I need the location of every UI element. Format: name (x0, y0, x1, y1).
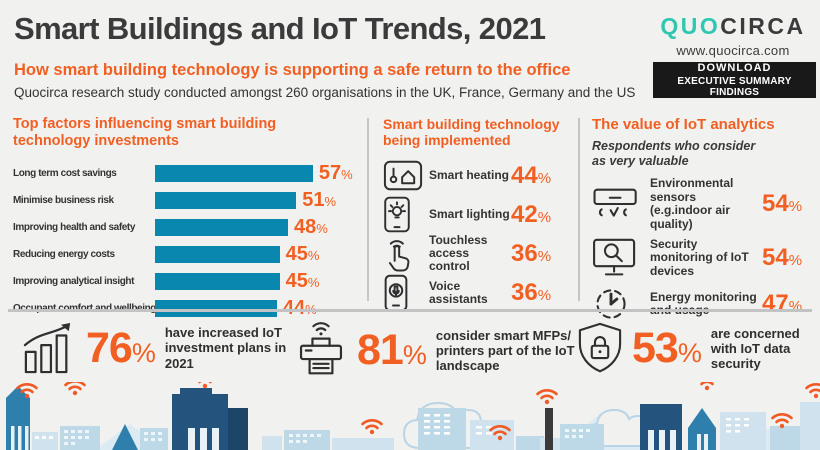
bar (155, 165, 313, 183)
logo-wordmark: QUOCIRCA (660, 13, 806, 39)
bar-value: 48% (293, 216, 328, 239)
list-item: Energy monitoring and usage 47% (592, 285, 818, 323)
study-description: Quocirca research study conducted amongs… (14, 85, 636, 100)
energy-monitoring-icon (592, 285, 650, 323)
list-item: Smart heating 44% (383, 156, 569, 195)
page-subtitle: How smart building technology is support… (14, 61, 571, 79)
stat-value: 81% (357, 326, 427, 374)
item-label: Environmental sensors (e.g.indoor air qu… (650, 176, 734, 231)
item-label: Voice assistants (429, 278, 488, 306)
item-value: 44% (511, 161, 552, 189)
analytics-section: The value of IoT analytics Respondents w… (592, 116, 818, 330)
stat-security: 53% are concerned with IoT data security (576, 322, 820, 375)
stat-value: 76% (86, 323, 156, 372)
download-button-label: DOWNLOAD (697, 62, 772, 74)
bar (155, 192, 297, 210)
bar (155, 300, 277, 318)
buildings (6, 386, 820, 450)
page-title: Smart Buildings and IoT Trends, 2021 (14, 11, 546, 46)
factors-section: Top factors influencing smart building t… (13, 116, 365, 322)
stat-text: are concerned with IoT data security (710, 325, 800, 372)
bar-label: Long term cost savings (13, 168, 117, 180)
bar-row: Minimise business risk 51% (13, 187, 365, 214)
stat-text: consider smart MFPs/ printers part of th… (435, 327, 575, 374)
list-item: Voice assistants 36% (383, 273, 569, 312)
bar-value: 45% (285, 243, 320, 266)
item-label: Smart lighting (429, 207, 510, 222)
bar-label: Improving analytical insight (13, 276, 135, 288)
analytics-subheading: Respondents who consider as very valuabl… (592, 139, 756, 169)
stat-printers: 81% consider smart MFPs/ printers part o… (293, 322, 576, 379)
list-item: Environmental sensors (e.g.indoor air qu… (592, 177, 818, 231)
item-label: Smart heating (429, 168, 510, 183)
touchless-access-icon (383, 235, 429, 273)
voice-assistant-icon (383, 274, 429, 312)
cityscape (6, 382, 820, 450)
item-value: 54% (762, 190, 803, 218)
item-label: Touchless access control (429, 232, 488, 274)
bar-row: Improving analytical insight 45% (13, 268, 365, 295)
item-value: 36% (511, 239, 552, 267)
bar (155, 273, 280, 291)
section-divider (8, 309, 812, 312)
website-link[interactable]: www.quocirca.com (676, 43, 790, 58)
item-value: 36% (511, 278, 552, 306)
item-value: 42% (511, 200, 552, 228)
quocirca-logo: QUOCIRCA www.quocirca.com (648, 13, 818, 58)
item-value: 54% (762, 244, 803, 272)
stat-investment: 76% have increased IoT investment plans … (20, 322, 291, 374)
bar-value: 57% (318, 162, 353, 185)
smart-printer-icon (293, 322, 349, 379)
shield-lock-icon (576, 322, 624, 375)
bar (155, 246, 280, 264)
list-item: Security monitoring of IoT devices 54% (592, 237, 818, 278)
bar (155, 219, 288, 237)
item-label: Security monitoring of IoT devices (650, 237, 749, 278)
implemented-section: Smart building technology being implemen… (383, 116, 569, 312)
download-button[interactable]: DOWNLOAD EXECUTIVE SUMMARY FINDINGS (653, 62, 816, 98)
bar-row: Reducing energy costs 45% (13, 241, 365, 268)
implemented-heading: Smart building technology being implemen… (383, 116, 560, 149)
list-item: Smart lighting 42% (383, 195, 569, 234)
bar-value: 45% (285, 270, 320, 293)
column-divider (578, 118, 580, 301)
bar-row: Long term cost savings 57% (13, 160, 365, 187)
list-item: Touchless access control 36% (383, 232, 569, 274)
bar-value: 51% (302, 189, 337, 212)
growth-chart-icon (20, 322, 78, 374)
bar-label: Improving health and safety (13, 222, 136, 234)
security-monitoring-icon (592, 238, 650, 278)
environmental-sensor-icon (592, 187, 650, 221)
bar-label: Reducing energy costs (13, 249, 115, 261)
item-value: 47% (762, 290, 803, 318)
stat-value: 53% (632, 324, 702, 372)
smart-lighting-icon (383, 196, 429, 233)
bar-row: Improving health and safety 48% (13, 214, 365, 241)
download-button-sublabel: EXECUTIVE SUMMARY FINDINGS (677, 76, 792, 98)
factors-heading: Top factors influencing smart building t… (13, 116, 277, 149)
bar-label: Minimise business risk (13, 195, 114, 207)
item-label: Energy monitoring and usage (650, 289, 757, 317)
stat-text: have increased IoT investment plans in 2… (164, 325, 287, 371)
bar-label: Occupant comfort and wellbeing (13, 303, 156, 314)
analytics-heading: The value of IoT analytics (592, 116, 775, 133)
factors-bar-chart: Long term cost savings 57% Minimise busi… (13, 160, 365, 322)
smart-heating-icon (383, 160, 429, 191)
column-divider (367, 118, 369, 301)
